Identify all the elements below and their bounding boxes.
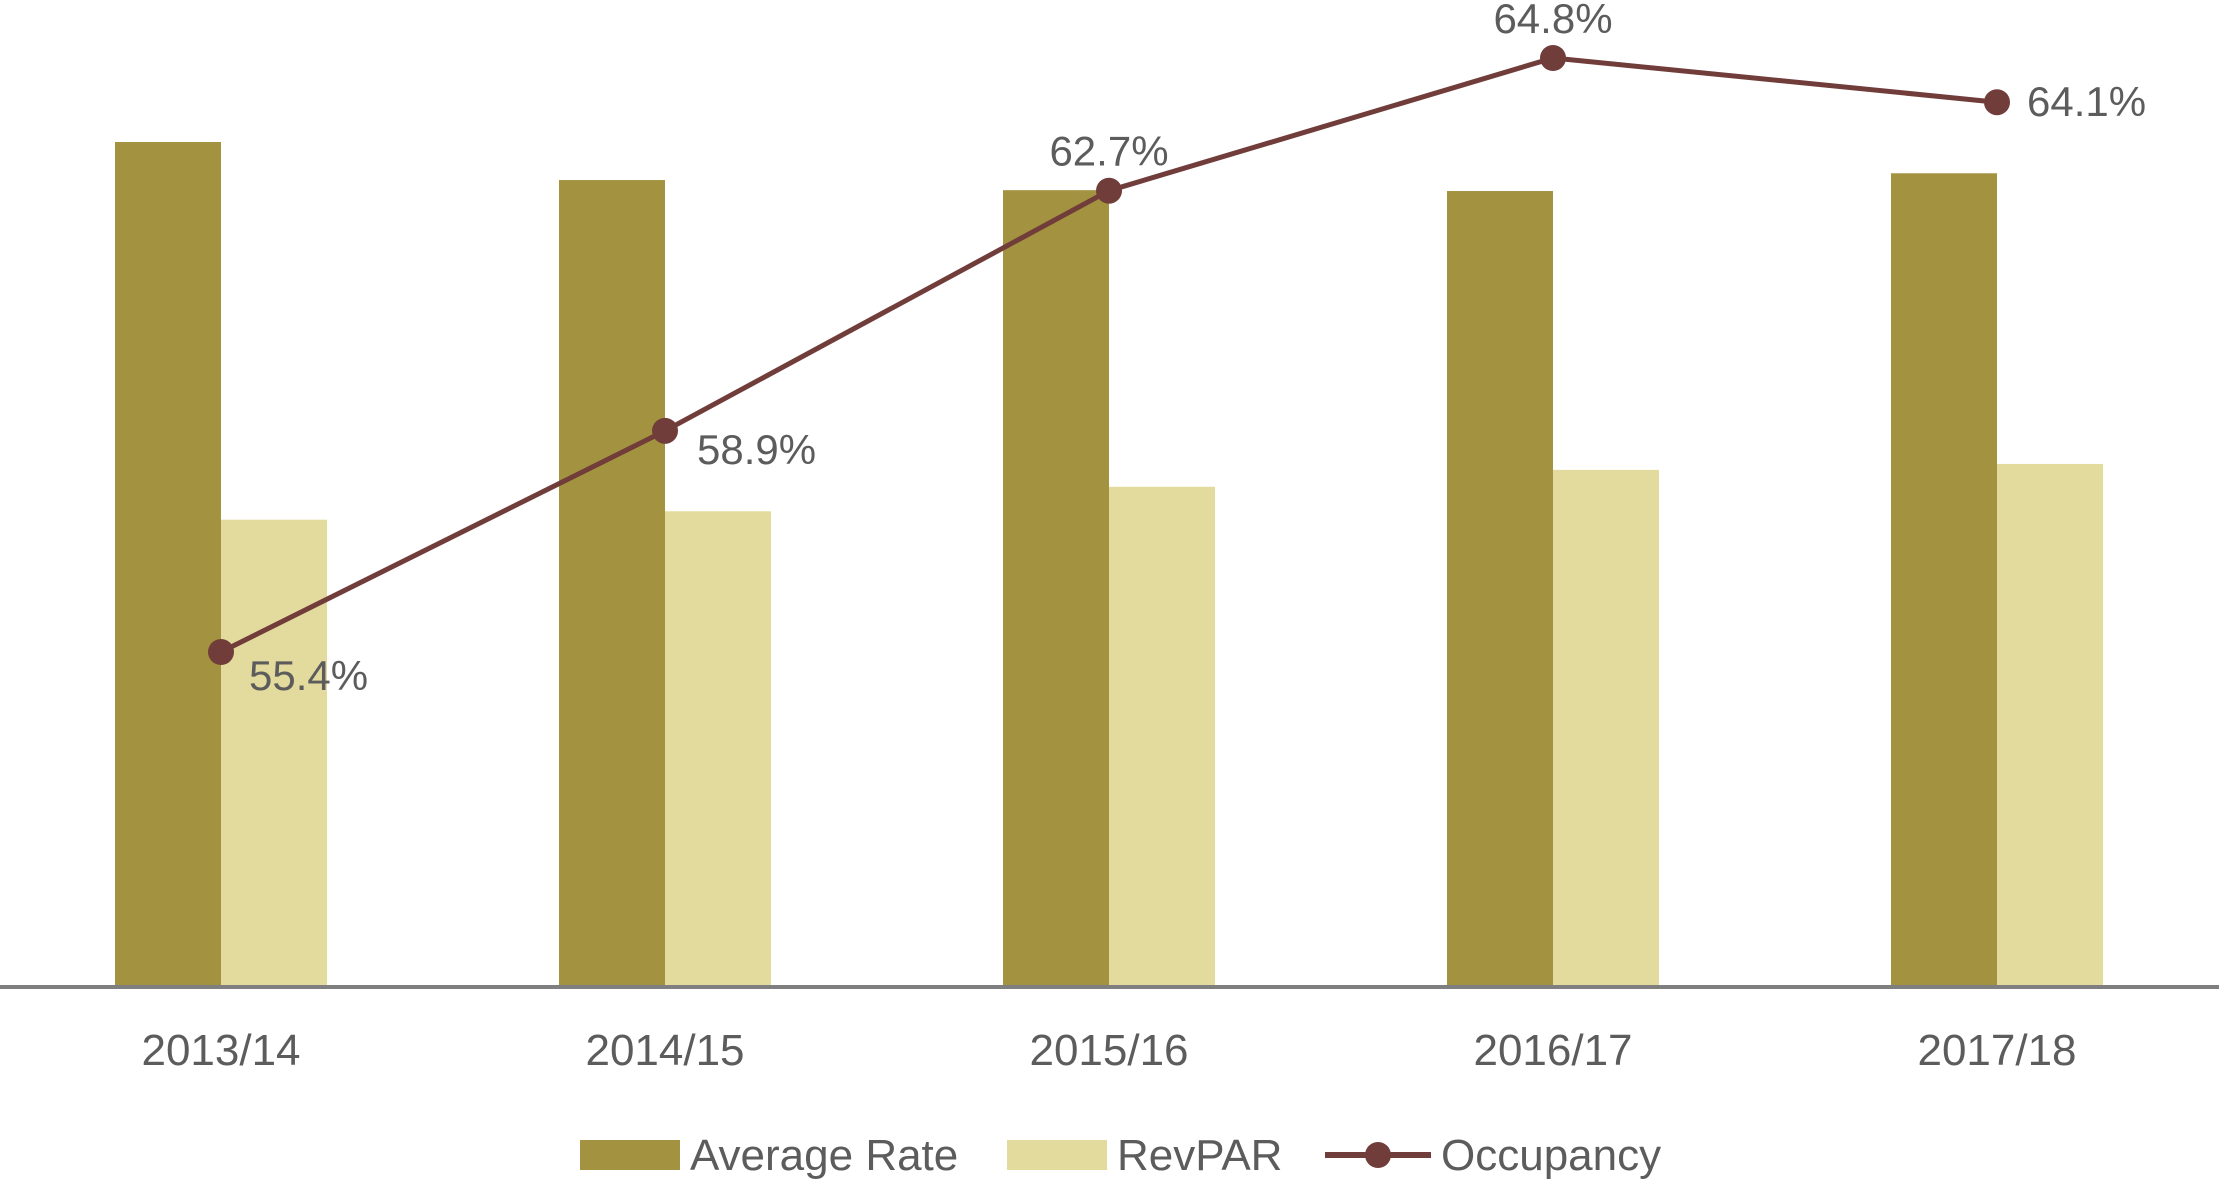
x-tick-label: 2017/18	[1917, 1026, 2076, 1075]
occupancy-data-label: 62.7%	[1049, 128, 1168, 175]
legend-label-occupancy: Occupancy	[1441, 1131, 1661, 1180]
occupancy-line-layer: 55.4% 58.9% 62.7% 64.8% 64.1%	[208, 0, 2146, 699]
x-axis-ticks: 2013/14 2014/15 2015/16 2016/17 2017/18	[141, 1026, 2076, 1075]
legend-swatch-revpar	[1007, 1140, 1107, 1170]
legend-swatch-average-rate	[580, 1140, 680, 1170]
bars-layer	[115, 142, 2103, 988]
legend-label-average-rate: Average Rate	[690, 1131, 958, 1180]
legend: Average Rate RevPAR Occupancy	[580, 1131, 1661, 1180]
bar-average-rate-2017-18	[1891, 173, 1997, 987]
legend-swatch-occupancy-marker	[1365, 1142, 1391, 1168]
occupancy-point	[1096, 177, 1122, 204]
occupancy-point	[1540, 45, 1566, 71]
legend-label-revpar: RevPAR	[1117, 1131, 1282, 1180]
occupancy-data-label: 64.1%	[2027, 78, 2146, 125]
x-tick-label: 2016/17	[1473, 1026, 1632, 1075]
occupancy-data-label: 55.4%	[249, 652, 368, 699]
occupancy-data-label: 58.9%	[697, 426, 816, 473]
bar-average-rate-2016-17	[1447, 191, 1553, 987]
bar-revpar-2014-15	[665, 511, 771, 987]
bar-average-rate-2015-16	[1003, 190, 1109, 988]
occupancy-point	[208, 639, 234, 665]
bar-average-rate-2013-14	[115, 142, 221, 987]
bar-average-rate-2014-15	[559, 180, 665, 987]
bar-revpar-2017-18	[1997, 463, 2103, 987]
bar-revpar-2016-17	[1553, 469, 1659, 987]
bar-revpar-2013-14	[221, 519, 327, 987]
occupancy-point	[1984, 89, 2010, 116]
x-tick-label: 2015/16	[1029, 1026, 1188, 1075]
occupancy-point	[652, 417, 678, 444]
x-tick-label: 2014/15	[585, 1026, 744, 1075]
occupancy-data-label: 64.8%	[1493, 0, 1612, 42]
x-tick-label: 2013/14	[141, 1026, 300, 1075]
bar-revpar-2015-16	[1109, 486, 1215, 987]
